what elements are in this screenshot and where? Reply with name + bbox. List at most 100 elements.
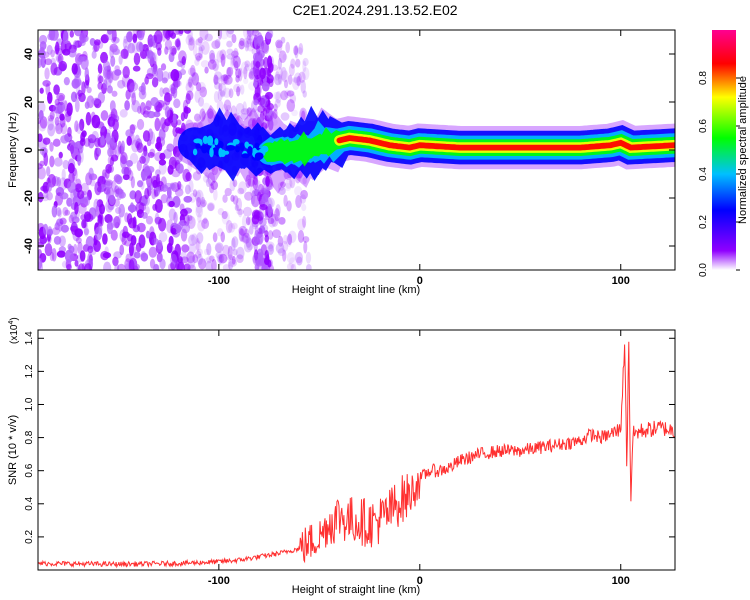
- heatmap-speckle: [243, 77, 249, 85]
- heatmap-speckle: [205, 260, 213, 270]
- snr-xtick-label: -100: [208, 575, 230, 587]
- heatmap-speckle: [231, 236, 239, 248]
- heatmap-speckle: [77, 189, 85, 200]
- heatmap-speckle: [216, 100, 224, 112]
- colorbar-tick-label: 0.6: [698, 119, 709, 133]
- heatmap-speckle: [248, 68, 253, 79]
- heatmap-speckle: [110, 154, 119, 162]
- heatmap-speckle: [47, 228, 54, 236]
- heatmap-speckle: [65, 42, 73, 50]
- heatmap-xlabel: Height of straight line (km): [292, 284, 420, 296]
- heatmap-speckle: [89, 179, 96, 187]
- heatmap-speckle: [171, 47, 177, 55]
- heatmap-speckle: [85, 112, 92, 126]
- heatmap-speckle: [215, 243, 223, 254]
- heatmap-speckle: [58, 235, 66, 247]
- heatmap-speckle: [213, 90, 220, 103]
- heatmap-speckle: [67, 162, 75, 174]
- heatmap-blob: [235, 145, 240, 153]
- heatmap-speckle: [38, 236, 47, 245]
- heatmap-speckle: [187, 255, 196, 269]
- heatmap-speckle: [93, 198, 100, 213]
- heatmap-speckle: [188, 67, 196, 77]
- heatmap-speckle: [268, 243, 274, 252]
- heatmap-speckle: [106, 68, 111, 80]
- heatmap-speckle: [157, 239, 163, 250]
- heatmap-speckle: [207, 172, 216, 186]
- heatmap-speckle: [75, 237, 82, 244]
- heatmap-speckle: [84, 67, 90, 81]
- heatmap-speckle: [226, 48, 234, 55]
- heatmap-speckle: [256, 97, 266, 106]
- heatmap-speckle: [267, 244, 275, 255]
- heatmap-speckle: [305, 251, 312, 264]
- heatmap-speckle: [120, 140, 125, 154]
- heatmap-speckle: [255, 48, 261, 61]
- heatmap-speckle: [198, 96, 205, 107]
- heatmap-speckle: [52, 138, 61, 147]
- heatmap-speckle: [121, 74, 131, 88]
- heatmap-speckle: [168, 52, 175, 63]
- heatmap-speckle: [280, 112, 290, 121]
- heatmap-speckle: [296, 75, 301, 87]
- heatmap-speckle: [139, 49, 148, 60]
- heatmap-speckle: [121, 231, 130, 239]
- colorbar-tick-label: 0.0: [698, 263, 709, 277]
- heatmap-speckle: [74, 201, 79, 215]
- heatmap-speckle: [232, 248, 238, 256]
- heatmap-speckle: [262, 42, 270, 54]
- heatmap-speckle: [118, 203, 125, 218]
- heatmap-speckle: [263, 56, 269, 69]
- heatmap-speckle: [64, 249, 74, 263]
- heatmap-speckle: [243, 241, 253, 253]
- heatmap-speckle: [239, 37, 245, 47]
- heatmap-blob: [195, 143, 201, 149]
- heatmap-speckle: [288, 257, 297, 269]
- heatmap-speckle: [181, 222, 191, 234]
- heatmap-speckle: [203, 257, 212, 264]
- heatmap-speckle: [64, 209, 70, 216]
- heatmap-speckle: [199, 86, 207, 98]
- heatmap-speckle: [188, 36, 195, 46]
- heatmap-speckle: [170, 87, 177, 95]
- heatmap-speckle: [124, 100, 130, 111]
- heatmap-speckle: [240, 113, 249, 120]
- heatmap-speckle: [186, 78, 194, 88]
- heatmap-speckle: [66, 197, 73, 207]
- heatmap-speckle: [166, 242, 173, 254]
- heatmap-speckle: [222, 244, 230, 256]
- heatmap-speckle: [199, 201, 206, 208]
- heatmap-speckle: [151, 76, 159, 88]
- heatmap-speckle: [69, 225, 79, 232]
- heatmap-speckle: [85, 236, 95, 250]
- heatmap-speckle: [246, 38, 255, 52]
- heatmap-speckle: [177, 262, 185, 270]
- heatmap-speckle: [55, 122, 63, 135]
- heatmap-speckle: [207, 108, 214, 120]
- heatmap-speckle: [42, 79, 51, 87]
- heatmap-speckle: [223, 99, 232, 112]
- heatmap-speckle: [97, 176, 104, 184]
- heatmap-speckle: [127, 42, 136, 54]
- heatmap-speckle: [229, 178, 236, 192]
- heatmap-speckle: [132, 216, 137, 229]
- heatmap-speckle: [195, 250, 202, 259]
- heatmap-speckle: [120, 48, 129, 59]
- heatmap-speckle: [123, 35, 129, 44]
- heatmap-speckle: [263, 115, 270, 129]
- heatmap-speckle: [158, 128, 166, 141]
- heatmap-speckle: [144, 46, 152, 56]
- heatmap-speckle: [229, 56, 236, 70]
- heatmap-speckle: [211, 259, 217, 270]
- heatmap-speckle: [81, 219, 87, 229]
- heatmap-speckle: [170, 183, 177, 191]
- heatmap-speckle: [38, 58, 43, 69]
- heatmap-speckle: [203, 248, 210, 256]
- heatmap-speckle: [238, 181, 247, 194]
- heatmap-speckle: [250, 99, 258, 113]
- heatmap-speckle: [65, 110, 72, 123]
- heatmap-speckle: [56, 250, 66, 258]
- heatmap-speckle: [218, 83, 227, 97]
- heatmap-speckle: [246, 30, 255, 37]
- heatmap-speckle: [110, 229, 118, 241]
